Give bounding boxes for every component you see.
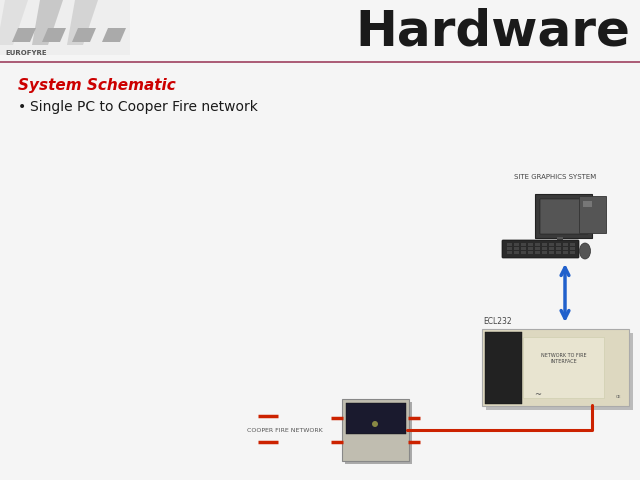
FancyBboxPatch shape (556, 243, 561, 246)
Polygon shape (32, 0, 63, 45)
FancyBboxPatch shape (563, 251, 568, 254)
FancyBboxPatch shape (542, 243, 547, 246)
FancyBboxPatch shape (502, 240, 579, 258)
FancyBboxPatch shape (535, 243, 540, 246)
FancyBboxPatch shape (549, 247, 554, 250)
FancyBboxPatch shape (570, 251, 575, 254)
FancyBboxPatch shape (535, 247, 540, 250)
FancyBboxPatch shape (486, 333, 633, 410)
FancyBboxPatch shape (507, 251, 512, 254)
FancyBboxPatch shape (528, 251, 533, 254)
FancyBboxPatch shape (540, 199, 588, 233)
FancyBboxPatch shape (521, 251, 526, 254)
FancyBboxPatch shape (542, 251, 547, 254)
Text: NETWORK TO FIRE
INTERFACE: NETWORK TO FIRE INTERFACE (541, 353, 587, 364)
FancyBboxPatch shape (570, 243, 575, 246)
FancyBboxPatch shape (582, 201, 591, 206)
Polygon shape (102, 28, 126, 42)
Polygon shape (67, 0, 98, 45)
FancyBboxPatch shape (514, 247, 519, 250)
Polygon shape (12, 28, 36, 42)
FancyBboxPatch shape (521, 243, 526, 246)
FancyBboxPatch shape (549, 243, 554, 246)
FancyBboxPatch shape (535, 194, 592, 238)
FancyBboxPatch shape (482, 329, 629, 406)
FancyBboxPatch shape (556, 251, 561, 254)
Text: Single PC to Cooper Fire network: Single PC to Cooper Fire network (30, 100, 258, 114)
FancyBboxPatch shape (514, 251, 519, 254)
FancyBboxPatch shape (579, 196, 606, 233)
Polygon shape (0, 0, 28, 45)
FancyBboxPatch shape (521, 247, 526, 250)
FancyBboxPatch shape (563, 243, 568, 246)
Text: CE: CE (615, 395, 621, 399)
Ellipse shape (579, 243, 591, 259)
Text: SITE GRAPHICS SYSTEM: SITE GRAPHICS SYSTEM (514, 174, 596, 180)
FancyBboxPatch shape (528, 243, 533, 246)
Text: ~: ~ (534, 391, 541, 399)
Text: ECL232: ECL232 (483, 317, 511, 326)
Text: EUROFYRE: EUROFYRE (5, 50, 47, 56)
FancyBboxPatch shape (563, 247, 568, 250)
FancyBboxPatch shape (345, 402, 412, 464)
FancyBboxPatch shape (549, 251, 554, 254)
FancyBboxPatch shape (528, 247, 533, 250)
FancyBboxPatch shape (535, 251, 540, 254)
FancyBboxPatch shape (507, 243, 512, 246)
FancyBboxPatch shape (523, 337, 604, 398)
FancyBboxPatch shape (570, 247, 575, 250)
FancyBboxPatch shape (557, 237, 563, 245)
FancyBboxPatch shape (556, 247, 561, 250)
Polygon shape (42, 28, 66, 42)
Circle shape (372, 421, 378, 427)
Text: System Schematic: System Schematic (18, 78, 176, 93)
Text: COOPER FIRE NETWORK: COOPER FIRE NETWORK (247, 428, 323, 432)
FancyBboxPatch shape (507, 247, 512, 250)
Text: •: • (18, 100, 26, 114)
FancyBboxPatch shape (346, 403, 406, 433)
FancyBboxPatch shape (484, 332, 522, 404)
FancyBboxPatch shape (547, 245, 569, 249)
Text: Hardware: Hardware (355, 8, 630, 56)
FancyBboxPatch shape (514, 243, 519, 246)
Polygon shape (0, 0, 130, 55)
FancyBboxPatch shape (342, 399, 409, 461)
Polygon shape (72, 28, 96, 42)
FancyBboxPatch shape (542, 247, 547, 250)
